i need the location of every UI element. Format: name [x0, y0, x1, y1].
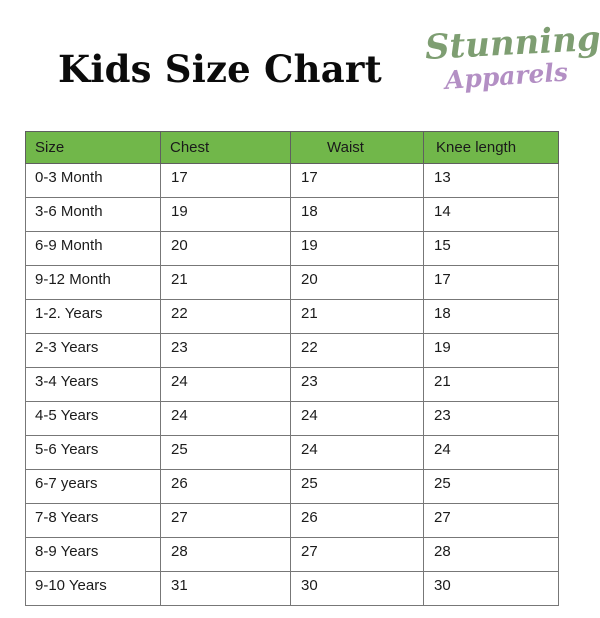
cell-chest: 24: [160, 401, 291, 436]
column-header-chest: Chest: [160, 131, 291, 164]
cell-size: 1-2. Years: [25, 299, 161, 334]
cell-waist: 20: [290, 265, 424, 300]
size-chart-table: Size Chest Waist Knee length 0-3 Month 17…: [25, 131, 559, 606]
table-row: 9-12 Month 21 20 17: [25, 265, 559, 300]
cell-size: 5-6 Years: [25, 435, 161, 470]
table-row: 8-9 Years 28 27 28: [25, 537, 559, 572]
cell-waist: 19: [290, 231, 424, 266]
cell-size: 2-3 Years: [25, 333, 161, 368]
cell-chest: 23: [160, 333, 291, 368]
table-row: 9-10 Years 31 30 30: [25, 571, 559, 606]
cell-waist: 25: [290, 469, 424, 504]
table-row: 3-4 Years 24 23 21: [25, 367, 559, 402]
cell-size: 8-9 Years: [25, 537, 161, 572]
column-header-size: Size: [25, 131, 161, 164]
cell-size: 3-6 Month: [25, 197, 161, 232]
page-title: Kids Size Chart: [58, 47, 382, 91]
brand-logo: Stunning Apparels: [418, 19, 600, 107]
table-header: Size Chest Waist Knee length: [25, 131, 559, 164]
cell-size: 7-8 Years: [25, 503, 161, 538]
cell-chest: 26: [160, 469, 291, 504]
cell-chest: 19: [160, 197, 291, 232]
cell-chest: 20: [160, 231, 291, 266]
cell-knee: 15: [423, 231, 559, 266]
cell-knee: 17: [423, 265, 559, 300]
table-row: 5-6 Years 25 24 24: [25, 435, 559, 470]
cell-knee: 27: [423, 503, 559, 538]
cell-chest: 28: [160, 537, 291, 572]
cell-waist: 24: [290, 435, 424, 470]
cell-waist: 21: [290, 299, 424, 334]
cell-size: 6-7 years: [25, 469, 161, 504]
size-table-container: Size Chest Waist Knee length 0-3 Month 17…: [25, 131, 559, 606]
cell-knee: 18: [423, 299, 559, 334]
table-row: 7-8 Years 27 26 27: [25, 503, 559, 538]
column-header-knee-length: Knee length: [423, 131, 559, 164]
column-header-waist: Waist: [290, 131, 424, 164]
table-row: 6-7 years 26 25 25: [25, 469, 559, 504]
cell-waist: 26: [290, 503, 424, 538]
cell-waist: 18: [290, 197, 424, 232]
table-header-row: Size Chest Waist Knee length: [25, 131, 559, 164]
table-row: 4-5 Years 24 24 23: [25, 401, 559, 436]
table-body: 0-3 Month 17 17 13 3-6 Month 19 18 14 6-9 Month 2…: [25, 163, 559, 606]
cell-size: 6-9 Month: [25, 231, 161, 266]
brand-name-primary: Stunning: [423, 18, 600, 68]
cell-chest: 25: [160, 435, 291, 470]
cell-size: 3-4 Years: [25, 367, 161, 402]
cell-knee: 28: [423, 537, 559, 572]
cell-knee: 19: [423, 333, 559, 368]
table-row: 0-3 Month 17 17 13: [25, 163, 559, 198]
cell-waist: 30: [290, 571, 424, 606]
cell-knee: 14: [423, 197, 559, 232]
table-row: 1-2. Years 22 21 18: [25, 299, 559, 334]
cell-waist: 17: [290, 163, 424, 198]
cell-knee: 24: [423, 435, 559, 470]
brand-name-secondary: Apparels: [443, 57, 569, 95]
header-area: Kids Size Chart Stunning Apparels: [0, 0, 600, 128]
table-row: 6-9 Month 20 19 15: [25, 231, 559, 266]
cell-knee: 13: [423, 163, 559, 198]
cell-size: 9-12 Month: [25, 265, 161, 300]
cell-chest: 21: [160, 265, 291, 300]
cell-chest: 17: [160, 163, 291, 198]
cell-knee: 30: [423, 571, 559, 606]
cell-waist: 24: [290, 401, 424, 436]
cell-chest: 31: [160, 571, 291, 606]
cell-knee: 23: [423, 401, 559, 436]
cell-waist: 23: [290, 367, 424, 402]
table-row: 2-3 Years 23 22 19: [25, 333, 559, 368]
cell-waist: 27: [290, 537, 424, 572]
cell-knee: 21: [423, 367, 559, 402]
table-row: 3-6 Month 19 18 14: [25, 197, 559, 232]
cell-waist: 22: [290, 333, 424, 368]
cell-chest: 27: [160, 503, 291, 538]
cell-size: 9-10 Years: [25, 571, 161, 606]
cell-chest: 24: [160, 367, 291, 402]
cell-size: 4-5 Years: [25, 401, 161, 436]
cell-knee: 25: [423, 469, 559, 504]
cell-size: 0-3 Month: [25, 163, 161, 198]
cell-chest: 22: [160, 299, 291, 334]
